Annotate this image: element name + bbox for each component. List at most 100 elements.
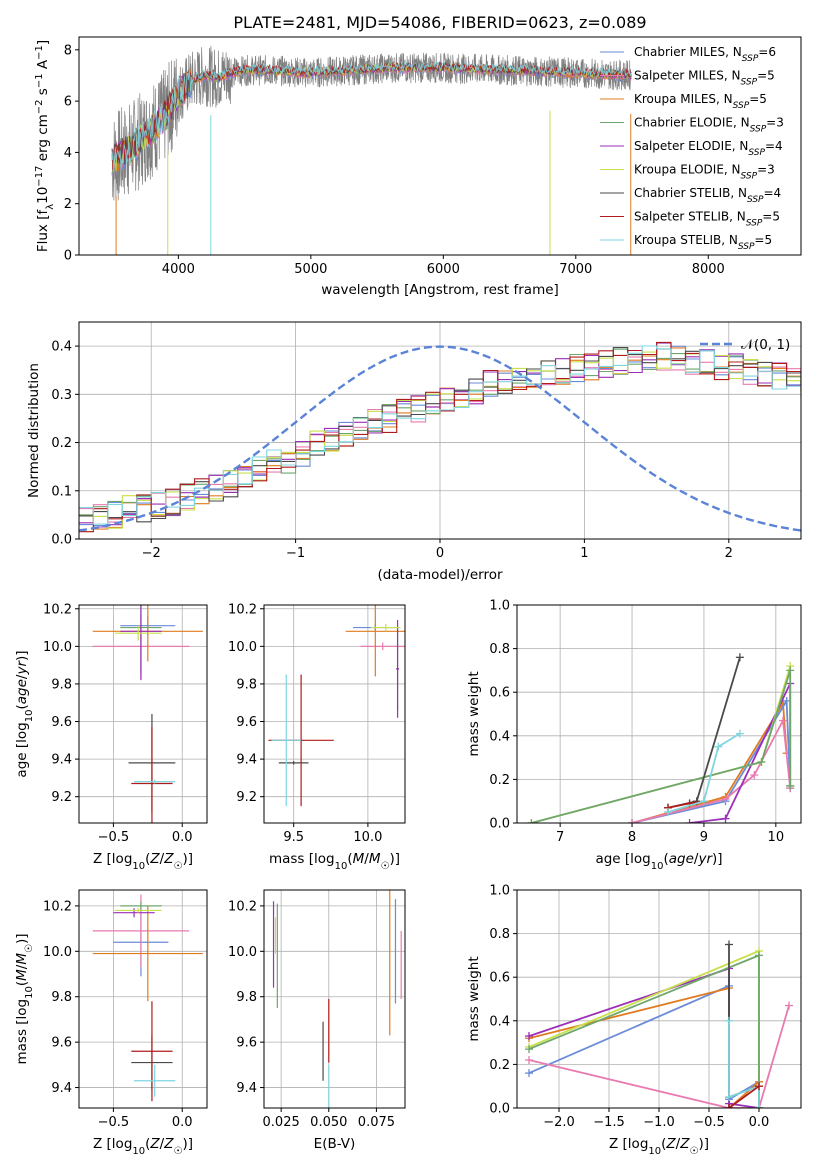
label-part: )] [182,1136,193,1152]
label-part: Z [log [93,1136,132,1152]
y-tick-label: 0.8 [489,927,510,942]
axes-frame [78,889,208,1109]
legend-tail: =3 [766,116,784,130]
label-part: ( [663,851,668,867]
x-tick-label: 0.075 [358,1115,395,1130]
x-tick-label: 8 [628,830,636,845]
x-tick-label: −1.5 [593,1115,625,1130]
label-part: 10 [648,1146,661,1157]
histogram-chabrier_stelib [79,347,801,523]
legend-label: Kroupa ELODIE, NSSP=3 [634,163,775,182]
legend-sub: SSP [741,78,758,88]
y-tick-label: 9.8 [51,677,72,692]
label-part: 10 [651,861,664,872]
label-part: ( [145,851,150,867]
y-tick-label: 0.3 [51,388,72,403]
y-tick-label: 10.2 [228,602,257,617]
x-tick-label: 5000 [294,262,327,277]
label-part: erg cm [35,114,51,165]
label-part: −1 [34,45,45,60]
legend-tail: =4 [765,139,783,153]
series-salpeter_miles [528,1005,790,1108]
y-tick-label: 0.4 [489,729,510,744]
legend-text: Chabrier STELIB, N [634,186,747,200]
axes-weight_vs_age: 7 8 9 10 0.0 0.2 0.4 0.6 0.8 1.0 [489,599,802,845]
axes-mass_vs_ebv: 0.025 0.050 0.075 9.4 9.6 9.8 10.0 10.2 [228,889,406,1130]
y-tick-label: 0.2 [489,773,510,788]
x-tick-label: 8000 [692,262,725,277]
legend-text: Kroupa ELODIE, N [634,163,741,177]
label-part: )] [389,851,400,867]
y-axis-label: Normed distribution [26,363,42,498]
legend-sub: SSP [746,219,763,229]
label-part: )] [712,851,723,867]
y-tick-label: 10.2 [228,899,257,914]
legend-sub: SSP [741,172,758,182]
y-tick-label: 0 [64,249,72,264]
x-axis-label: Z [log10(Z/Z☉)] [93,851,193,872]
legend-tail: =3 [757,163,775,177]
plot-area [272,890,402,1108]
legend-text: Kroupa STELIB, N [634,233,738,247]
legend-label: Salpeter ELODIE, NSSP=4 [634,139,783,158]
legend-sub: SSP [733,101,750,111]
label-part: ( [14,704,30,709]
legend-text: Kroupa MILES, N [634,92,733,106]
y-tick-label: 10.2 [43,899,72,914]
y-tick-label: 4 [64,146,72,161]
axes-frame [516,604,802,824]
y-tick-label: 0.2 [489,1058,510,1073]
label-part: −17 [34,166,45,187]
label-part: Z [log [93,851,132,867]
x-tick-label: 1 [580,546,588,561]
label-part: Flux [f [35,209,51,253]
label-part: M [369,851,381,867]
y-tick-label: 9.2 [51,790,72,805]
axes-mass_vs_Z: −0.5 0.0 9.4 9.6 9.8 10.0 10.2 [43,889,208,1130]
histogram-chabrier_elodie [79,348,801,518]
label-part: age [log [14,722,30,777]
x-axis-label: wavelength [Angstrom, rest frame] [321,282,559,298]
x-tick-label: 0.025 [263,1115,300,1130]
y-tick-label: 0.8 [489,642,510,657]
histogram-kroupa_miles [79,347,801,530]
x-tick-label: 0.050 [310,1115,347,1130]
legend-sub: SSP [750,125,767,135]
label-part: )] [698,1136,709,1152]
histogram-kroupa_stelib [79,345,801,525]
series-kroupa_miles [631,700,788,823]
y-tick-label: 9.4 [236,1081,257,1096]
series-kroupa_stelib [728,1020,760,1108]
y-axis-label: mass weight [466,671,482,756]
y-tick-label: 0.0 [489,1102,510,1117]
x-axis-label: E(B-V) [314,1136,356,1152]
legend-label: Chabrier STELIB, NSSP=4 [634,186,781,205]
series-chabrier_miles [631,697,792,823]
y-tick-label: 0.0 [51,533,72,548]
y-tick-label: 0.6 [489,686,510,701]
label-part: )] [14,933,30,944]
y-tick-label: 1.0 [489,884,510,899]
x-tick-label: 0.0 [172,1115,193,1130]
label-part: Z [163,851,174,867]
histogram-salpeter_stelib [79,341,801,533]
y-tick-label: 10.0 [43,945,72,960]
label-part: M [14,969,30,981]
y-tick-label: 9.6 [51,1036,72,1051]
label-part: ( [145,1136,150,1152]
label-part: s [35,88,51,99]
plot-area [79,341,801,533]
label-part: ☉ [173,861,182,872]
y-tick-label: 9.8 [51,990,72,1005]
legend-tail: =5 [749,92,767,106]
y-tick-label: 0.4 [51,340,72,355]
legend-tail: =5 [762,210,780,224]
legend-sub: SSP [738,242,755,252]
x-tick-label: 2 [725,546,733,561]
legend-tail: =5 [757,69,775,83]
series-chabrier_miles [528,984,760,1108]
label-part: −1 [34,73,45,88]
x-tick-label: −1.0 [643,1115,675,1130]
label-part: / [14,674,30,679]
